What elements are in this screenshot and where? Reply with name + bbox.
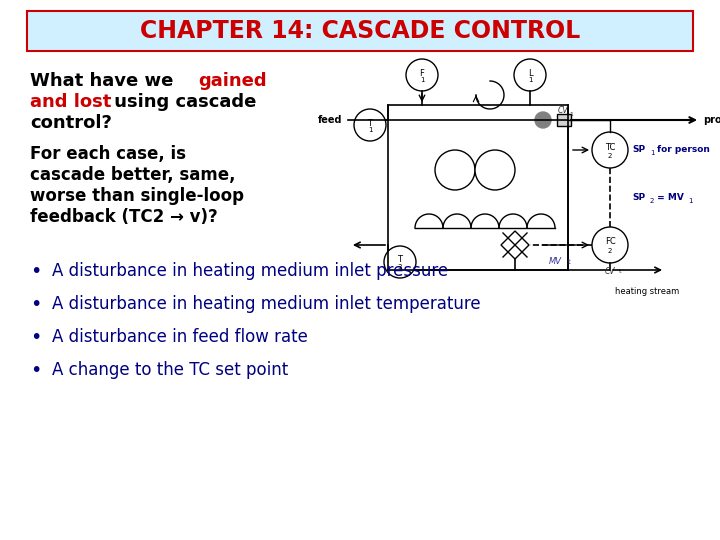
Text: 2: 2 (608, 153, 612, 159)
Text: SP: SP (632, 145, 645, 154)
Text: heating stream: heating stream (615, 287, 679, 296)
Text: •: • (30, 361, 41, 380)
Circle shape (354, 109, 386, 141)
Circle shape (435, 150, 475, 190)
Text: for person: for person (654, 145, 710, 154)
FancyBboxPatch shape (27, 11, 693, 51)
Text: CV: CV (605, 267, 616, 276)
Text: 3: 3 (397, 264, 402, 270)
Text: using cascade: using cascade (108, 93, 256, 111)
Text: 2: 2 (608, 248, 612, 254)
Text: A change to the TC set point: A change to the TC set point (52, 361, 288, 379)
Text: T: T (397, 255, 402, 265)
Text: gained: gained (198, 72, 266, 90)
Text: •: • (30, 328, 41, 347)
Text: 1: 1 (569, 112, 573, 117)
Text: FC: FC (605, 238, 616, 246)
Text: MV: MV (549, 257, 562, 266)
Text: t: t (568, 259, 571, 265)
Text: t: t (619, 269, 621, 274)
Bar (388, 105, 568, 270)
Text: A disturbance in heating medium inlet temperature: A disturbance in heating medium inlet te… (52, 295, 481, 313)
Text: worse than single-loop: worse than single-loop (30, 187, 244, 205)
Circle shape (475, 150, 515, 190)
Text: control?: control? (30, 114, 112, 132)
Text: = MV: = MV (654, 193, 684, 202)
Circle shape (384, 246, 416, 278)
Circle shape (592, 227, 628, 263)
Bar (557, 114, 571, 126)
Text: 1: 1 (650, 150, 654, 156)
Text: 2: 2 (650, 198, 654, 204)
Circle shape (406, 59, 438, 91)
Text: feed: feed (318, 115, 342, 125)
Text: T: T (367, 118, 372, 127)
Text: 1: 1 (528, 77, 532, 83)
Text: L: L (528, 69, 532, 78)
Text: 1: 1 (368, 127, 372, 133)
Text: SP: SP (632, 193, 645, 202)
Text: A disturbance in feed flow rate: A disturbance in feed flow rate (52, 328, 308, 346)
Text: 1: 1 (688, 198, 693, 204)
Text: CV: CV (558, 106, 569, 115)
Text: CHAPTER 14: CASCADE CONTROL: CHAPTER 14: CASCADE CONTROL (140, 19, 580, 43)
Text: A disturbance in heating medium inlet pressure: A disturbance in heating medium inlet pr… (52, 262, 448, 280)
Text: For each case, is: For each case, is (30, 145, 186, 163)
Text: product: product (703, 115, 720, 125)
Text: 1: 1 (420, 77, 424, 83)
Text: feedback (TC2 → v)?: feedback (TC2 → v)? (30, 208, 217, 226)
Circle shape (535, 112, 551, 128)
Text: and lost: and lost (30, 93, 112, 111)
Text: cascade better, same,: cascade better, same, (30, 166, 235, 184)
Text: •: • (30, 295, 41, 314)
Text: F: F (420, 69, 424, 78)
Text: What have we: What have we (30, 72, 179, 90)
Circle shape (592, 132, 628, 168)
Text: TC: TC (605, 143, 615, 152)
Circle shape (514, 59, 546, 91)
Text: •: • (30, 262, 41, 281)
Polygon shape (501, 231, 529, 259)
